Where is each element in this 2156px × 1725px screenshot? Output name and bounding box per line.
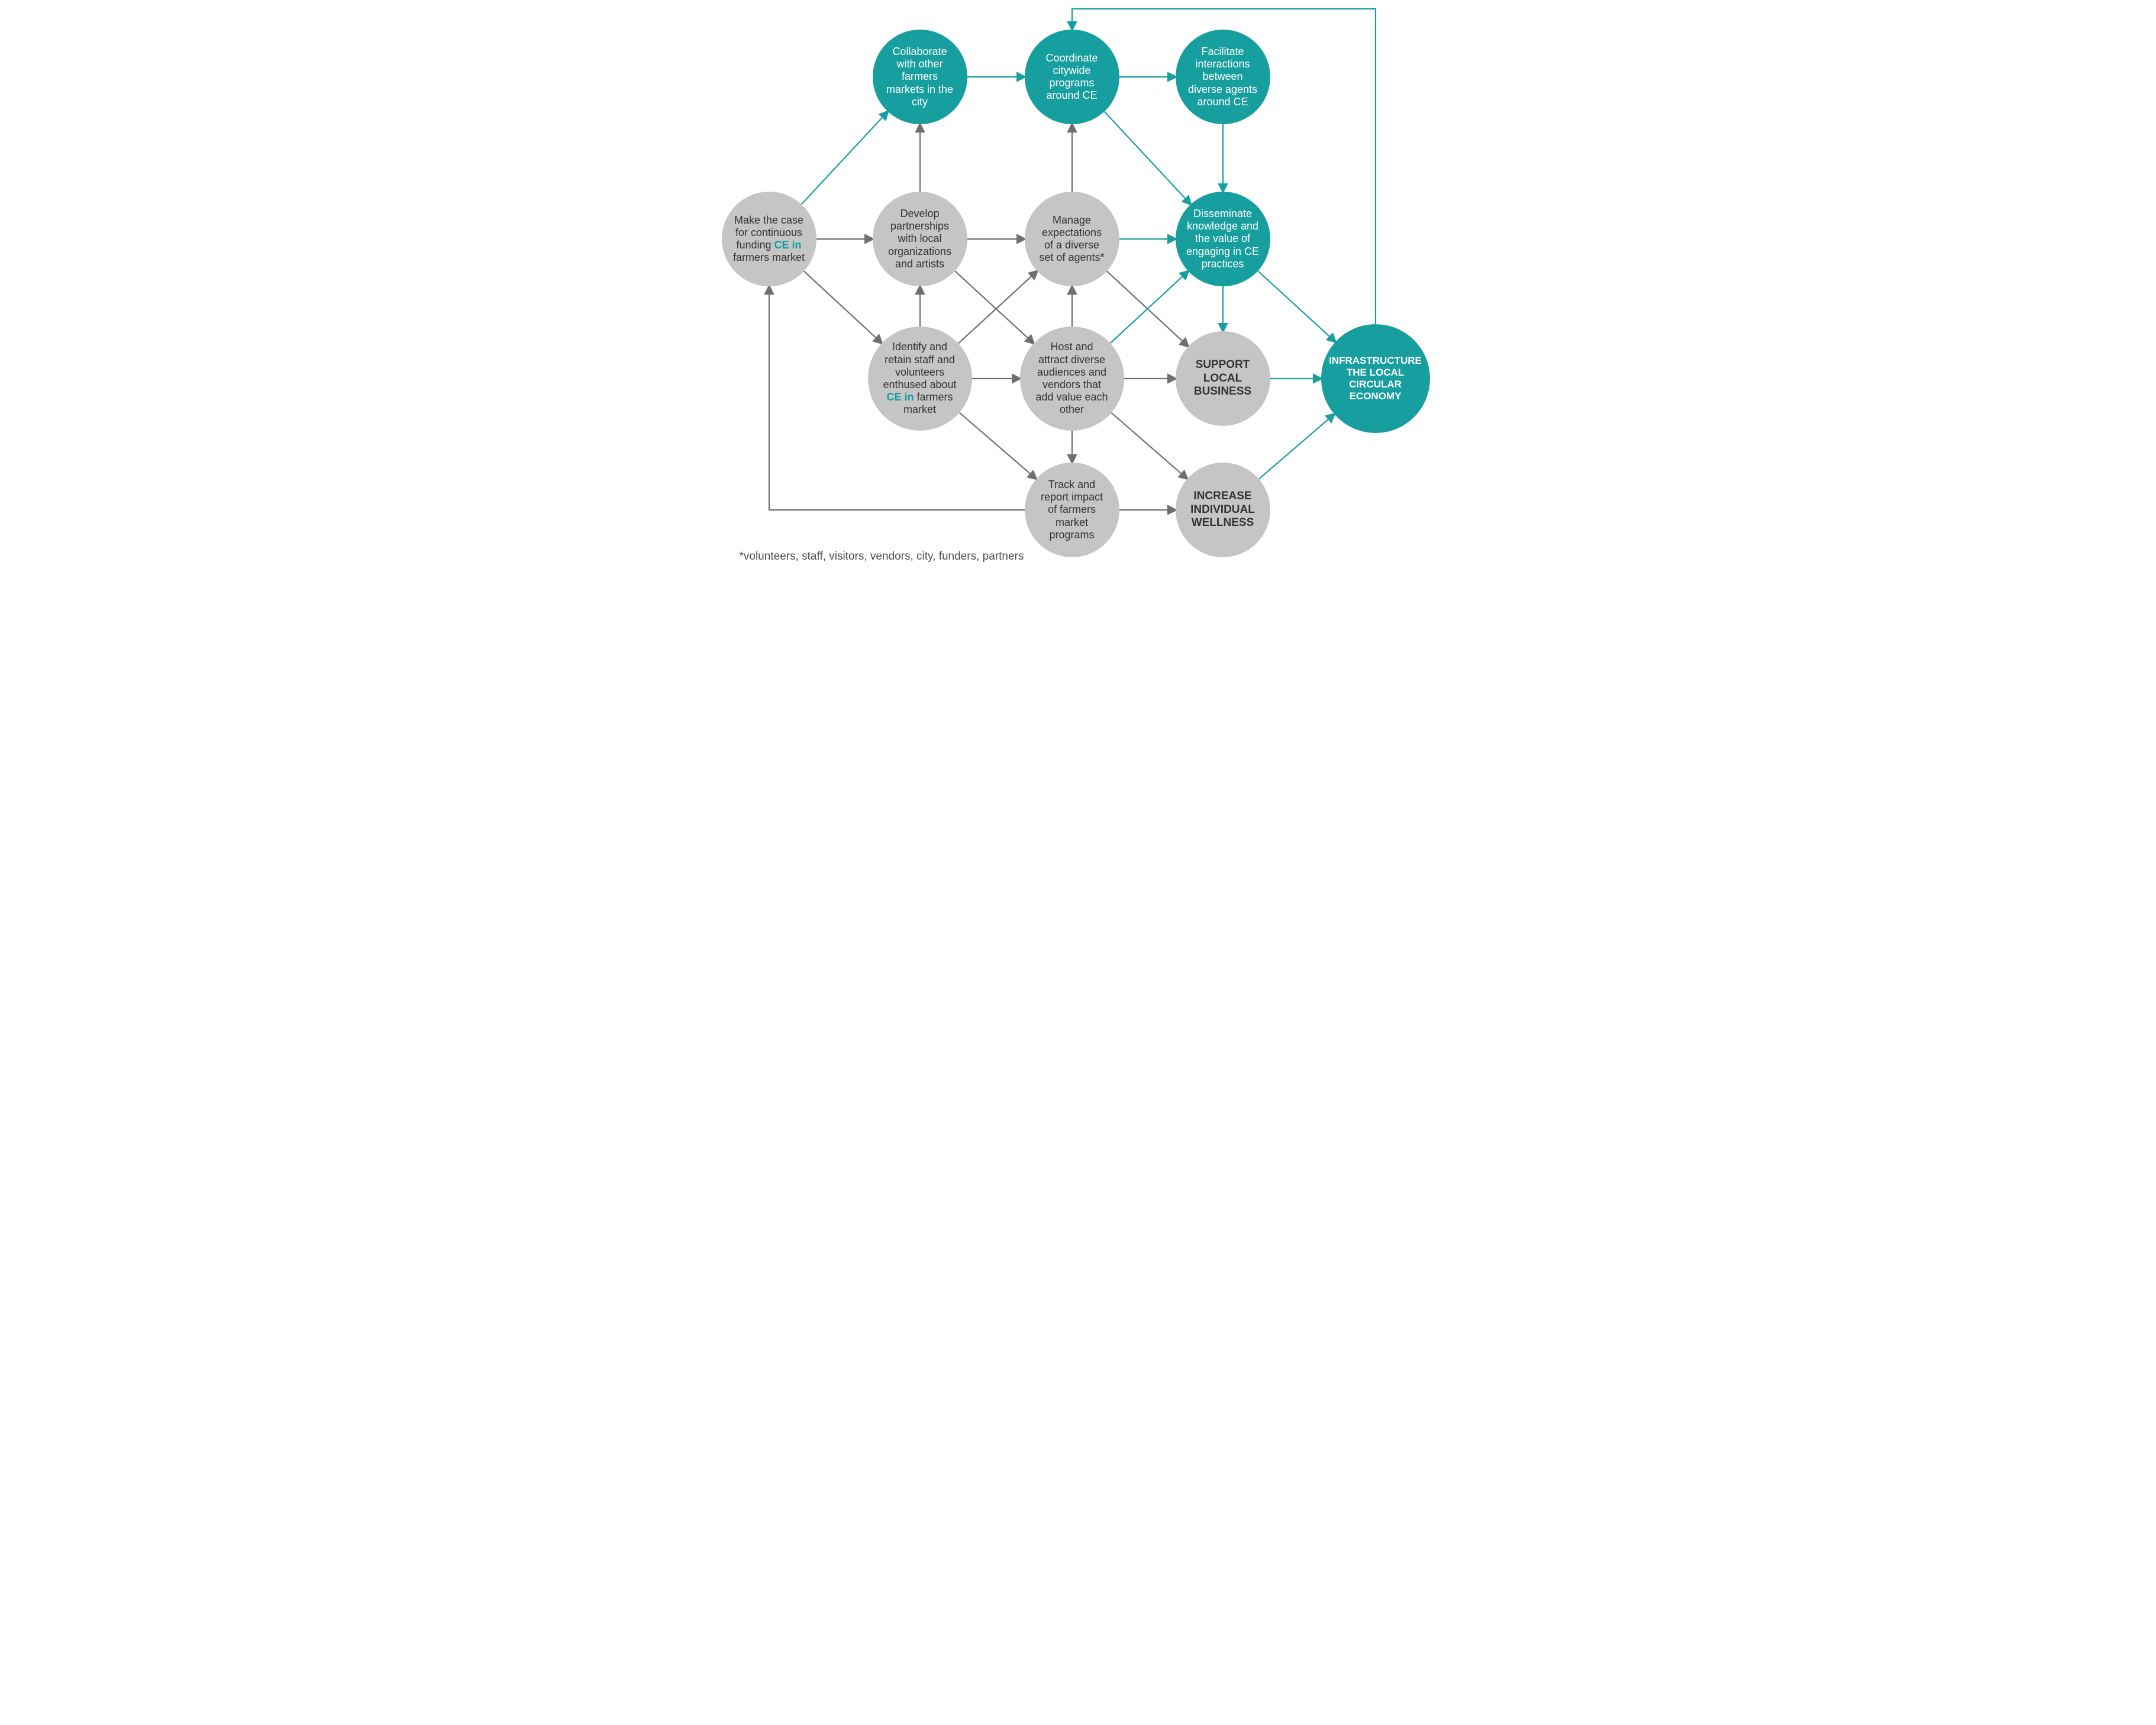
node-develop: Develop partnerships with local organiza… — [873, 192, 967, 286]
node-track: Track and report impact of farmers marke… — [1025, 463, 1119, 557]
edge-develop-to-host — [954, 271, 1033, 343]
edge-host-to-wellness — [1111, 413, 1187, 479]
node-label: INFRASTRUCTURE THE LOCAL CIRCULAR ECONOM… — [1329, 355, 1422, 402]
node-label: Identify andretain staff andvolunteersen… — [883, 341, 956, 416]
node-infra: INFRASTRUCTURE THE LOCAL CIRCULAR ECONOM… — [1321, 324, 1430, 433]
edge-wellness-to-infra — [1258, 414, 1334, 479]
node-label: Collaborate with other farmers markets i… — [886, 46, 953, 108]
node-label: Facilitate interactions between diverse … — [1188, 46, 1257, 108]
node-label: Host and attract diverse audiences and v… — [1035, 341, 1108, 416]
node-label: Make the casefor continuousfunding CE in… — [733, 214, 805, 264]
node-label: Develop partnerships with local organiza… — [888, 208, 951, 270]
node-label: Coordinate citywide programs around CE — [1045, 52, 1098, 102]
edge-host-to-dissem — [1110, 271, 1188, 343]
node-host: Host and attract diverse audiences and v… — [1020, 327, 1124, 431]
diagram-canvas: Collaborate with other farmers markets i… — [719, 0, 1438, 575]
node-label: Manage expectations of a diverse set of … — [1039, 214, 1104, 264]
node-dissem: Disseminate knowledge and the value of e… — [1176, 192, 1270, 286]
node-case: Make the casefor continuousfunding CE in… — [722, 192, 816, 286]
edge-identify-to-track — [959, 413, 1036, 479]
edge-coord-to-dissem — [1104, 112, 1190, 205]
node-coord: Coordinate citywide programs around CE — [1025, 30, 1119, 124]
edge-case-to-collab — [801, 112, 887, 205]
node-support: SUPPORT LOCAL BUSINESS — [1176, 331, 1270, 426]
node-collab: Collaborate with other farmers markets i… — [873, 30, 967, 124]
node-facil: Facilitate interactions between diverse … — [1176, 30, 1270, 124]
node-manage: Manage expectations of a diverse set of … — [1025, 192, 1119, 286]
node-label: Track and report impact of farmers marke… — [1041, 479, 1103, 541]
edge-case-to-identify — [803, 271, 882, 343]
node-label: SUPPORT LOCAL BUSINESS — [1194, 358, 1251, 398]
edge-dissem-to-infra — [1258, 271, 1335, 342]
node-identify: Identify andretain staff andvolunteersen… — [868, 327, 972, 431]
node-label: Disseminate knowledge and the value of e… — [1186, 208, 1259, 270]
footnote-text: *volunteers, staff, visitors, vendors, c… — [740, 550, 1024, 563]
edge-identify-to-manage — [958, 271, 1037, 343]
node-wellness: INCREASE INDIVIDUAL WELLNESS — [1176, 463, 1270, 557]
node-label: INCREASE INDIVIDUAL WELLNESS — [1190, 490, 1255, 529]
